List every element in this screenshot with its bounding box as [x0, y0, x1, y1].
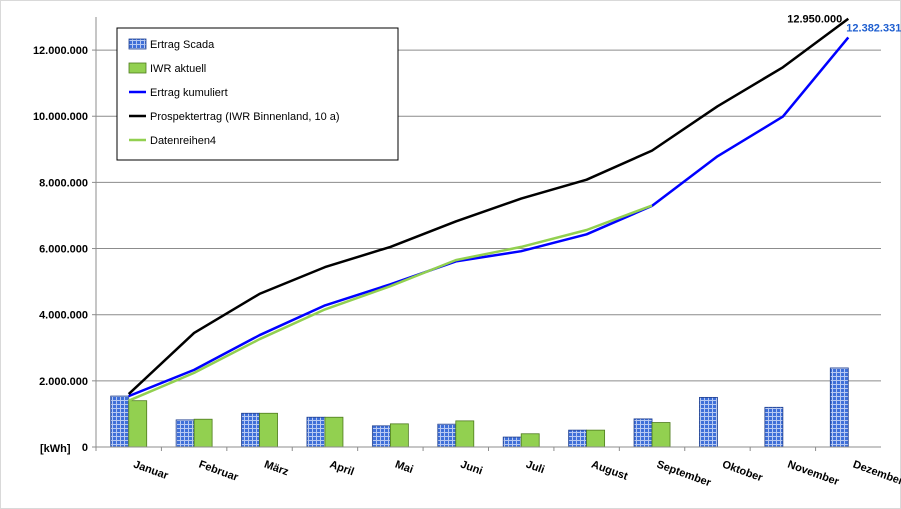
x-category-label: September	[655, 459, 713, 490]
axes	[95, 17, 881, 451]
data-label: 12.950.000	[787, 14, 842, 26]
bar-ertrag-scada	[175, 419, 195, 448]
bar-ertrag-scada	[699, 396, 718, 448]
bar-ertrag-scada	[502, 436, 522, 448]
x-category-label: Dezember	[851, 459, 901, 489]
data-label: 12.382.331	[846, 22, 901, 34]
x-category-label: März	[263, 459, 291, 479]
y-tick-label: 12.000.000	[33, 45, 88, 57]
line-series-1	[127, 17, 850, 396]
x-axis-categories: Januar Februar März April Mai Juni Juli August S…	[132, 459, 901, 490]
bar-ertrag-scada	[306, 416, 326, 448]
x-category-label: Juli	[524, 459, 546, 477]
bar-iwr-aktuell	[193, 418, 213, 448]
legend-label: Datenreihen4	[150, 135, 216, 147]
data-annotations: 12.950.000 12.382.331	[787, 14, 901, 35]
y-tick-label: 6.000.000	[39, 244, 88, 256]
bar-iwr-aktuell	[651, 422, 671, 448]
legend: Ertrag Scada IWR aktuell Ertrag kumuliert P…	[116, 27, 399, 161]
bar-ertrag-scada	[633, 418, 653, 448]
y-tick-label: 10.000.000	[33, 111, 88, 123]
x-category-label: Mai	[393, 459, 414, 477]
bar-ertrag-scada	[110, 395, 130, 448]
bar-iwr-aktuell	[259, 412, 278, 448]
y-axis-ticks: 0 2.000.000 4.000.000 6.000.000 8.000.000 10.…	[33, 45, 88, 454]
legend-label: IWR aktuell	[150, 63, 206, 75]
line-series-2	[128, 204, 653, 402]
legend-box	[116, 27, 399, 161]
y-tick-label: 2.000.000	[39, 376, 88, 388]
bar-ertrag-scada	[764, 406, 784, 448]
bar-iwr-aktuell	[324, 416, 344, 448]
x-category-label: Juni	[459, 459, 484, 478]
line-series	[127, 17, 850, 402]
bar-ertrag-scada	[371, 425, 391, 448]
x-category-label: August	[590, 459, 630, 483]
bar-iwr-aktuell	[389, 423, 409, 448]
x-category-label: Januar	[132, 459, 171, 483]
bar-ertrag-scada	[241, 412, 260, 448]
bar-iwr-aktuell	[586, 429, 606, 448]
x-category-label: Oktober	[720, 459, 764, 485]
bar-iwr-aktuell	[520, 433, 540, 448]
y-tick-label: 4.000.000	[39, 310, 88, 322]
bar-ertrag-scada	[437, 423, 457, 448]
x-category-label: April	[328, 459, 356, 479]
x-category-label: Februar	[197, 459, 240, 485]
legend-swatch	[128, 38, 147, 50]
legend-swatch	[128, 62, 147, 74]
legend-label: Ertrag Scada	[150, 39, 215, 51]
bar-ertrag-scada	[568, 429, 588, 448]
bar-ertrag-scada	[829, 367, 849, 448]
line-series-0	[128, 36, 850, 398]
legend-label: Ertrag kumuliert	[150, 87, 228, 99]
y-tick-label: 8.000.000	[39, 177, 88, 189]
y-axis-unit-label: [kWh]	[40, 443, 71, 455]
bar-series	[110, 367, 849, 448]
bar-iwr-aktuell	[128, 400, 148, 448]
y-tick-label: 0	[82, 442, 88, 454]
legend-label: Prospektertrag (IWR Binnenland, 10 a)	[150, 111, 340, 123]
bar-iwr-aktuell	[455, 420, 475, 448]
x-category-label: November	[786, 459, 841, 489]
